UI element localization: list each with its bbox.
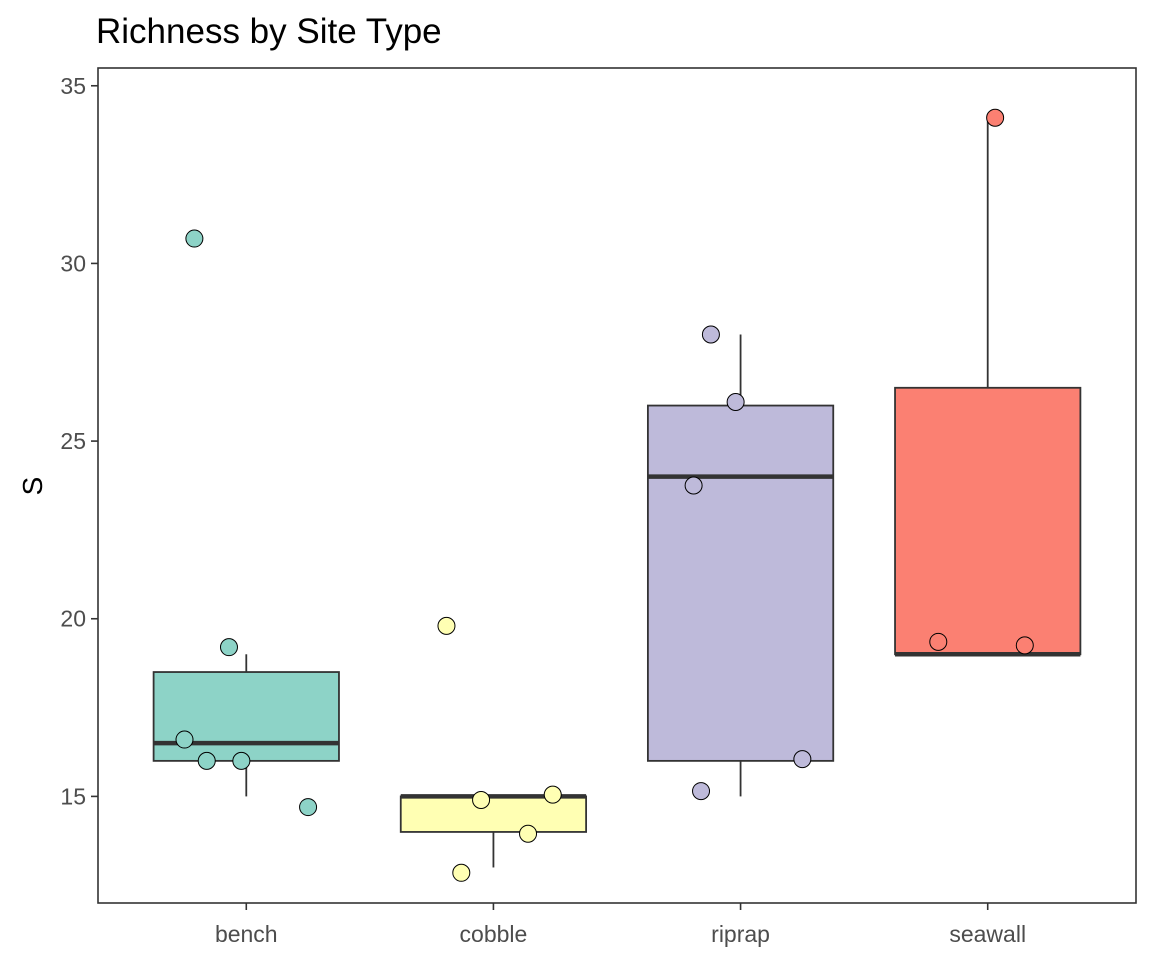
x-tick-label-seawall: seawall (949, 921, 1026, 947)
data-point-riprap (692, 782, 711, 801)
data-point-seawall (929, 632, 948, 651)
data-point-riprap (701, 325, 720, 344)
data-point-bench (175, 730, 194, 749)
y-tick-label: 20 (60, 606, 86, 632)
data-point-cobble (472, 790, 491, 809)
data-point-bench (185, 229, 204, 248)
y-tick-label: 15 (60, 783, 86, 809)
y-axis-label: S (17, 477, 48, 496)
x-tick-label-riprap: riprap (711, 921, 770, 947)
y-tick-label: 25 (60, 428, 86, 454)
box-rect-bench (152, 671, 340, 762)
box-cobble (399, 794, 588, 868)
data-point-cobble (437, 616, 456, 635)
data-point-bench (299, 798, 318, 817)
data-point-bench (219, 638, 238, 657)
plot-area (152, 108, 1082, 882)
x-tick-label-cobble: cobble (460, 921, 528, 947)
data-point-bench (197, 751, 216, 770)
axes: 15 20 25 30 35 bench cobble riprap seawall (60, 73, 1026, 947)
chart-title: Richness by Site Type (96, 12, 442, 51)
box-rect-cobble (399, 795, 588, 833)
data-point-seawall (986, 108, 1005, 127)
data-point-riprap (684, 476, 703, 495)
y-tick-label: 35 (60, 73, 86, 99)
box-rect-seawall (894, 386, 1082, 656)
box-rect-riprap (646, 404, 835, 762)
data-point-seawall (1015, 636, 1034, 655)
data-point-cobble (519, 824, 538, 843)
data-point-riprap (726, 393, 745, 411)
x-tick-label-bench: bench (215, 921, 278, 947)
data-point-cobble (543, 785, 562, 804)
data-point-riprap (793, 750, 812, 769)
data-point-bench (232, 751, 251, 770)
panel-border (97, 67, 1137, 904)
box-riprap (646, 334, 835, 797)
y-tick-label: 30 (60, 250, 86, 276)
box-bench (152, 654, 340, 797)
box-seawall (894, 121, 1082, 657)
data-point-cobble (452, 863, 471, 882)
